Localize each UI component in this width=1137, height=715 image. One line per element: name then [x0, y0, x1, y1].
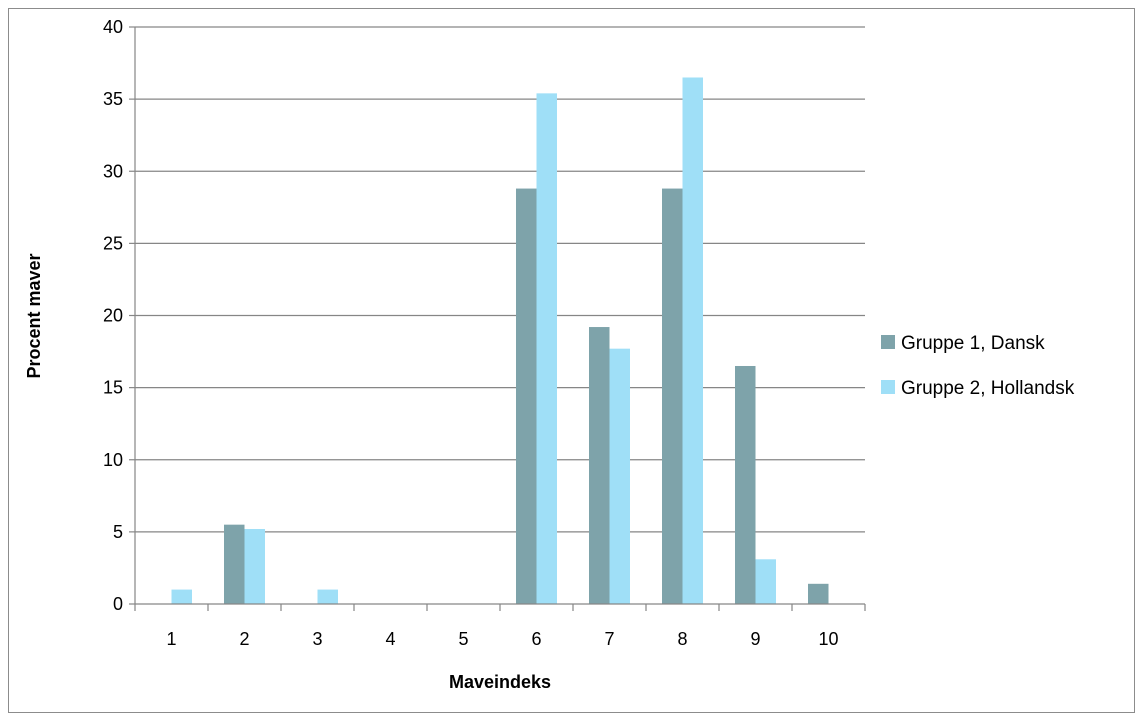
bar-2-9 [755, 559, 776, 604]
x-tick-label: 4 [385, 629, 395, 649]
y-axis-title: Procent maver [24, 253, 44, 378]
legend-label: Gruppe 1, Dansk [901, 333, 1045, 354]
y-tick-label: 35 [103, 89, 123, 109]
bar-1-8 [662, 188, 683, 604]
bar-1-6 [516, 188, 537, 604]
x-tick-label: 1 [166, 629, 176, 649]
x-tick-label: 6 [531, 629, 541, 649]
bar-2-8 [682, 77, 703, 605]
bar-2-6 [536, 93, 557, 604]
bar-2-2 [244, 528, 265, 604]
legend-swatch [881, 335, 895, 349]
y-axis-tick-labels: 0 5 10 15 20 25 30 35 40 [103, 17, 123, 614]
x-tick-label: 3 [312, 629, 322, 649]
x-tick-label: 5 [458, 629, 468, 649]
x-axis-tick-labels: 1 2 3 4 5 6 7 8 9 10 [166, 629, 838, 649]
y-tick-label: 40 [103, 17, 123, 37]
bars [171, 77, 829, 605]
legend-swatch [881, 380, 895, 394]
chart-area [8, 8, 1135, 713]
x-tick-label: 8 [677, 629, 687, 649]
legend-label: Gruppe 2, Hollandsk [901, 378, 1075, 399]
bar-1-9 [735, 365, 756, 604]
bar-2-3 [317, 589, 338, 604]
bar-2-7 [609, 348, 630, 604]
y-tick-label: 5 [113, 522, 123, 542]
bar-1-2 [224, 524, 245, 604]
y-tick-label: 25 [103, 233, 123, 253]
y-tick-label: 30 [103, 161, 123, 181]
y-tick-label: 10 [103, 450, 123, 470]
x-tick-label: 10 [818, 629, 838, 649]
y-tick-label: 15 [103, 378, 123, 398]
y-tick-label: 0 [113, 594, 123, 614]
bar-1-10 [808, 583, 829, 604]
x-tick-label: 9 [750, 629, 760, 649]
x-tick-label: 2 [239, 629, 249, 649]
bar-1-7 [589, 327, 610, 604]
y-tick-label: 20 [103, 306, 123, 326]
x-axis-title: Maveindeks [449, 672, 551, 692]
axes [129, 26, 866, 611]
x-tick-label: 7 [604, 629, 614, 649]
bar-2-1 [171, 589, 192, 604]
legend: Gruppe 1, Dansk Gruppe 2, Hollandsk [881, 333, 1075, 399]
